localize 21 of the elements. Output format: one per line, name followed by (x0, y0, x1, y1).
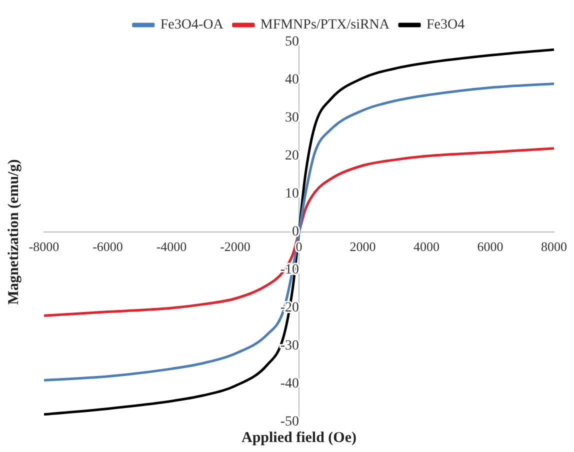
x-tick-label: -4000 (156, 239, 187, 254)
x-tick-label: 4000 (414, 239, 440, 254)
y-tick-label: 20 (285, 148, 299, 164)
y-axis-title: Magnetization (emu/g) (6, 159, 22, 305)
x-axis-title: Applied field (Oe) (242, 430, 356, 446)
x-tick-label: -8000 (28, 239, 60, 254)
y-tick-label: -50 (280, 414, 299, 430)
x-tick-label: -2000 (220, 239, 250, 254)
y-tick-label: 40 (285, 72, 299, 88)
x-tick-label: 2000 (350, 239, 376, 254)
y-tick-label: -30 (280, 338, 299, 354)
x-tick-label: 6000 (477, 239, 504, 254)
y-tick-label: 10 (285, 186, 299, 202)
y-tick-label: 50 (285, 34, 299, 50)
y-tick-label: 30 (285, 110, 299, 126)
legend-label: MFMNPs/PTX/siRNA (260, 18, 390, 33)
x-tick-label: -6000 (92, 239, 123, 254)
legend-label: Fe3O4-OA (160, 18, 224, 33)
legend-label: Fe3O4 (426, 18, 465, 33)
x-tick-label: 8000 (541, 239, 567, 254)
y-tick-label: -40 (280, 376, 299, 392)
